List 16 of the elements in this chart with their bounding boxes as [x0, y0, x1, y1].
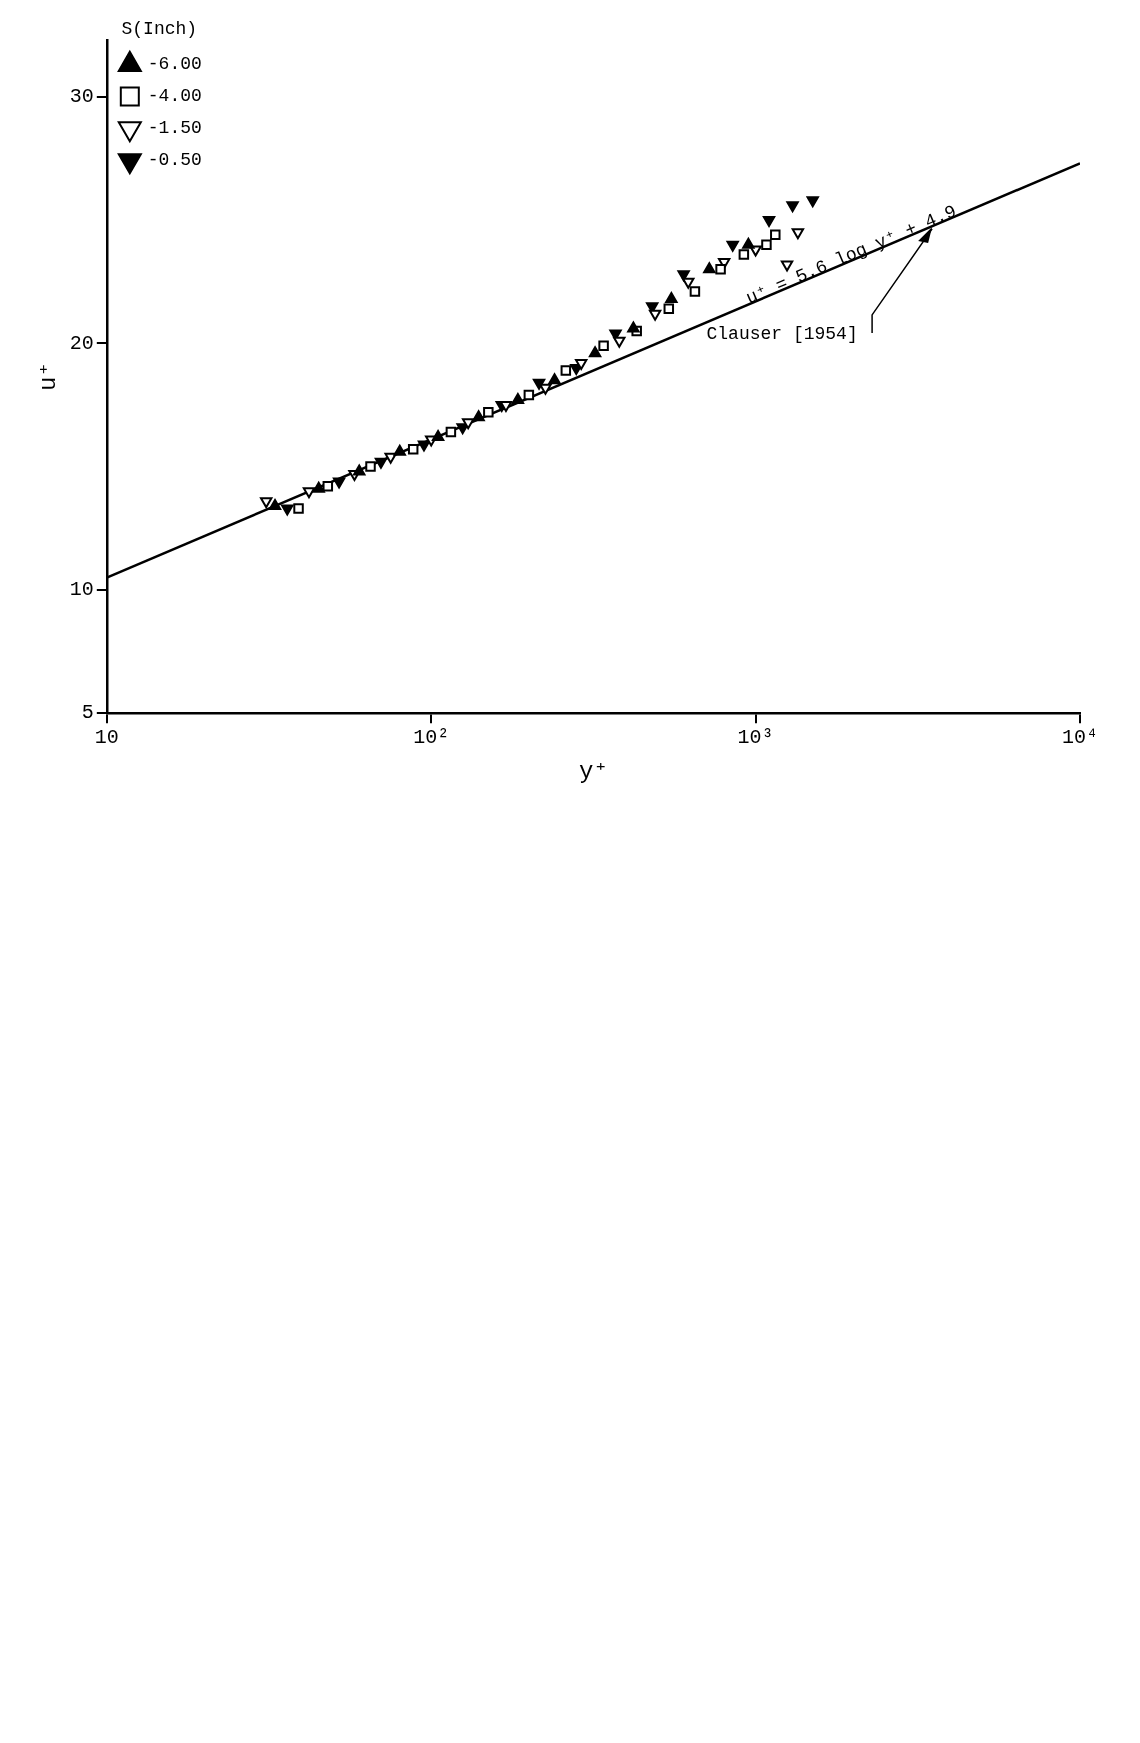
legend-label: -1.50: [147, 118, 202, 139]
legend-label: -6.00: [147, 54, 202, 75]
legend-label: -0.50: [147, 150, 202, 171]
y-tick-label: 20: [69, 331, 94, 355]
x-tick-label: 10: [94, 726, 119, 750]
legend-label: -4.00: [147, 86, 202, 107]
y-tick-label: 5: [81, 701, 94, 725]
legend-title: S(Inch): [121, 18, 198, 39]
x-tick-label: 10²: [413, 726, 450, 750]
annotation: Clauser [1954]: [706, 323, 858, 344]
x-tick-label: 10³: [737, 726, 774, 750]
y-tick-label: 30: [69, 85, 94, 109]
y-axis-title: u⁺: [34, 362, 62, 392]
x-tick-label: 10⁴: [1061, 726, 1099, 750]
y-tick-label: 10: [69, 578, 94, 602]
x-axis-title: y⁺: [578, 757, 608, 785]
